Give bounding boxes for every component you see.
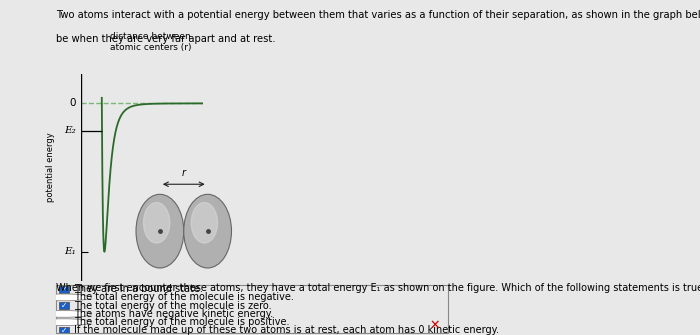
Text: E₂: E₂ (64, 126, 76, 135)
Circle shape (36, 311, 92, 317)
Text: distance between
atomic centers (r): distance between atomic centers (r) (110, 32, 191, 52)
Circle shape (36, 319, 92, 326)
Text: potential energy: potential energy (46, 133, 55, 202)
Text: The total energy of the molecule is positive.: The total energy of the molecule is posi… (74, 317, 289, 327)
Text: ✕: ✕ (430, 319, 440, 332)
Text: ✓: ✓ (61, 326, 67, 335)
Bar (59, 302, 69, 309)
Circle shape (36, 294, 92, 301)
Text: If the molecule made up of these two atoms is at rest, each atom has 0 kinetic e: If the molecule made up of these two ato… (74, 325, 498, 335)
Circle shape (183, 194, 232, 268)
Text: r: r (182, 168, 186, 178)
Text: They are in a bound state.: They are in a bound state. (74, 284, 202, 294)
Text: The atoms have negative kinetic energy.: The atoms have negative kinetic energy. (74, 309, 273, 319)
Text: 0: 0 (69, 98, 76, 108)
Bar (59, 286, 69, 292)
Text: ✓: ✓ (61, 285, 67, 293)
Text: Two atoms interact with a potential energy between them that varies as a functio: Two atoms interact with a potential ener… (56, 10, 700, 20)
Circle shape (136, 194, 183, 268)
Text: E₁: E₁ (64, 247, 76, 256)
Text: be when they are very far apart and at rest.: be when they are very far apart and at r… (56, 34, 276, 44)
Text: The total energy of the molecule is negative.: The total energy of the molecule is nega… (74, 292, 293, 303)
Text: When we first encounter these atoms, they have a total energy E₁ as shown on the: When we first encounter these atoms, the… (56, 283, 700, 293)
Text: ✓: ✓ (61, 301, 67, 310)
Text: The total energy of the molecule is zero.: The total energy of the molecule is zero… (74, 300, 272, 311)
Circle shape (144, 202, 170, 243)
Bar (59, 327, 69, 334)
Circle shape (191, 202, 218, 243)
